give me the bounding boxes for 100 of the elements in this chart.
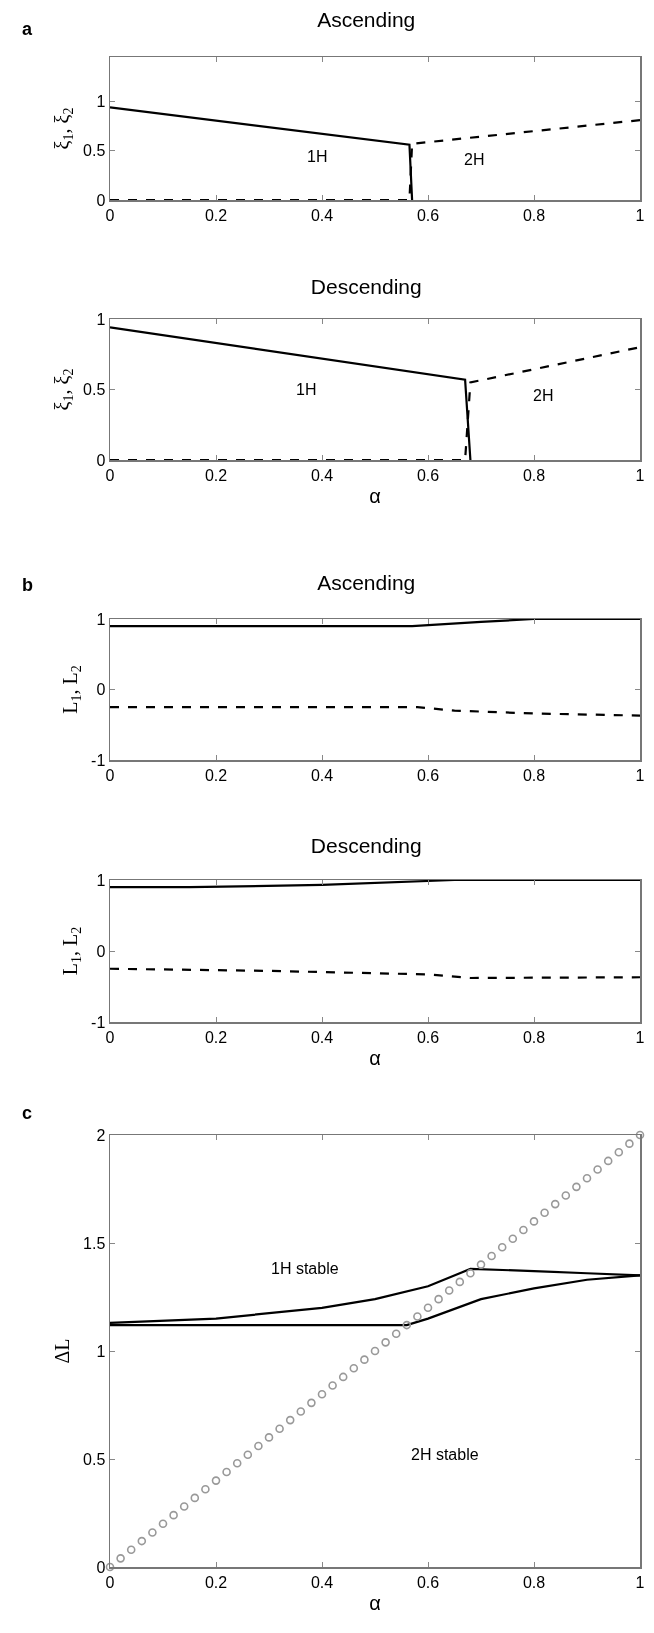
y-tick-label: 1.5 (83, 1234, 106, 1252)
annotation: 1H (296, 381, 317, 398)
x-tick-label: 1 (635, 1028, 645, 1046)
y-tick-label: 0.5 (83, 381, 106, 399)
point (603, 1156, 613, 1166)
point (550, 1199, 560, 1209)
annotation: 1H stable (271, 1260, 339, 1277)
x-tick-label: 0.6 (416, 1573, 440, 1591)
chart-title: Ascending (317, 571, 416, 595)
x-axis-title: α (369, 1046, 381, 1069)
x-tick-label: 0.8 (522, 1028, 546, 1046)
y-tick-label: 0 (96, 191, 106, 209)
x-axis-title: α (369, 484, 381, 507)
point (158, 1519, 168, 1529)
point (635, 1130, 645, 1140)
point (317, 1389, 327, 1399)
point (402, 1320, 412, 1330)
x-tick-label: 0.2 (204, 206, 228, 224)
point (519, 1225, 528, 1235)
point (179, 1502, 189, 1511)
y-tick-label: 0.5 (83, 142, 106, 160)
point (455, 1277, 465, 1287)
x-tick-label: 1 (635, 466, 645, 484)
point (360, 1355, 369, 1364)
point (529, 1217, 539, 1226)
x-tick-label: 0.8 (522, 766, 546, 784)
point (126, 1545, 136, 1555)
x-tick-label: 1 (635, 206, 645, 224)
point (466, 1268, 475, 1278)
point (391, 1329, 401, 1339)
y-axis-title: ΔL (50, 1338, 73, 1364)
chart-title: Ascending (317, 8, 416, 32)
point (423, 1303, 433, 1313)
annotation: 2H stable (411, 1446, 479, 1463)
point (349, 1363, 359, 1373)
point (116, 1554, 125, 1563)
line-series (110, 706, 640, 717)
point (285, 1415, 295, 1425)
x-tick-label: 0.6 (416, 1028, 440, 1046)
x-tick-label: 0.4 (310, 1573, 334, 1591)
y-tick-label: 2 (96, 1126, 106, 1144)
point (338, 1372, 348, 1382)
point (540, 1208, 549, 1218)
point (476, 1260, 486, 1269)
point (222, 1467, 231, 1477)
x-tick-label: 1 (635, 766, 645, 784)
annotation: 1H (307, 148, 328, 165)
y-tick-label: 1 (96, 1342, 106, 1360)
point (169, 1510, 178, 1520)
text: a (22, 19, 33, 39)
point (614, 1147, 624, 1157)
point (275, 1424, 284, 1434)
point (508, 1234, 518, 1243)
x-tick-label: 0.2 (204, 466, 228, 484)
y-tick-label: 0 (96, 942, 106, 960)
y-tick-label: 0 (96, 451, 106, 469)
y-tick-label: 0.5 (83, 1450, 106, 1468)
y-tick-label: 0 (96, 1558, 106, 1576)
point (328, 1381, 337, 1390)
x-tick-label: 0.8 (522, 466, 546, 484)
x-tick-label: 0.6 (416, 206, 440, 224)
point (593, 1165, 602, 1174)
point (370, 1346, 380, 1356)
annotation: 2H (464, 151, 485, 168)
point (561, 1191, 571, 1200)
point (232, 1459, 242, 1468)
x-tick-label: 0.4 (310, 466, 334, 484)
y-tick-label: -1 (91, 751, 106, 769)
point (264, 1433, 274, 1442)
y-tick-label: 1 (96, 310, 106, 328)
point (307, 1398, 316, 1408)
y-tick-label: 0 (96, 681, 106, 699)
x-tick-label: 0.8 (522, 206, 546, 224)
point (497, 1243, 507, 1252)
annotation: 2H (533, 387, 554, 404)
x-tick-label: 0.8 (522, 1573, 546, 1591)
chart-title: Descending (310, 275, 422, 299)
x-axis-title: α (369, 1591, 381, 1614)
y-tick-label: 1 (96, 871, 106, 889)
point (444, 1286, 454, 1295)
point (582, 1173, 592, 1183)
text: b (22, 575, 33, 595)
point (625, 1139, 634, 1148)
point (190, 1493, 200, 1503)
y-tick-label: 1 (96, 92, 106, 110)
x-tick-label: 0.4 (310, 1028, 334, 1046)
line-series (110, 967, 640, 980)
x-tick-label: 0.4 (310, 766, 334, 784)
x-tick-label: 0.6 (416, 466, 440, 484)
point (487, 1251, 496, 1261)
x-tick-label: 0.4 (310, 206, 334, 224)
x-tick-label: 0.6 (416, 766, 440, 784)
point (381, 1338, 390, 1347)
x-tick-label: 0.2 (204, 1028, 228, 1046)
x-tick-label: 0.2 (204, 766, 228, 784)
point (254, 1441, 263, 1451)
point (211, 1476, 221, 1485)
point (413, 1312, 422, 1321)
point (148, 1528, 157, 1537)
point (434, 1294, 443, 1304)
